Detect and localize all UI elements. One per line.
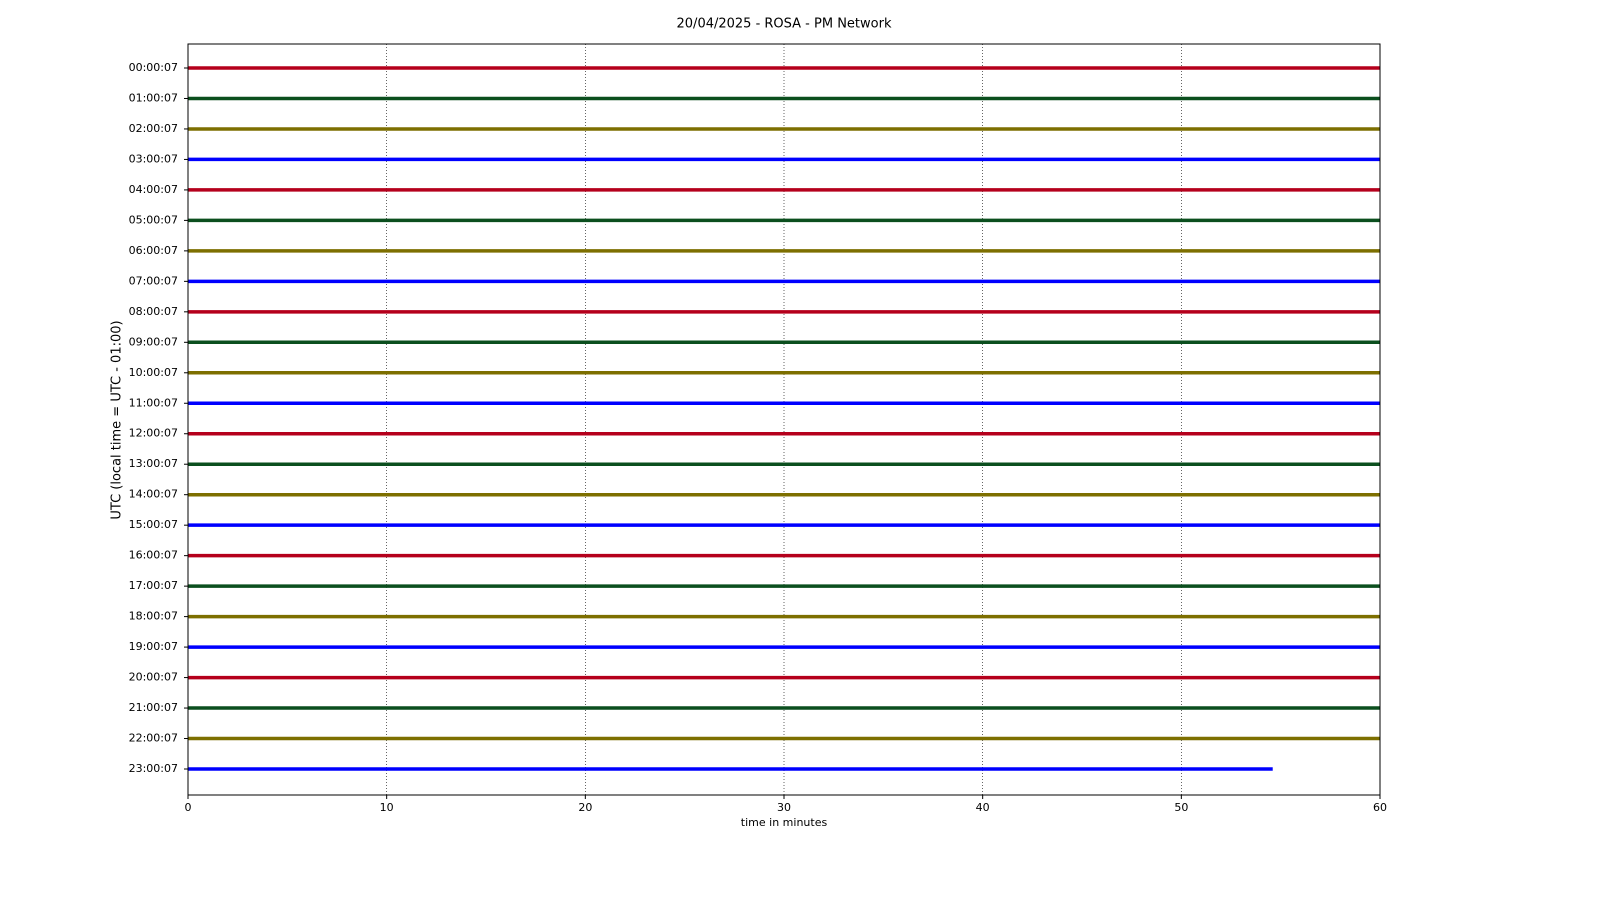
y-tick-label: 16:00:07 xyxy=(129,549,178,562)
y-tick-label: 12:00:07 xyxy=(129,427,178,440)
chart-title: 20/04/2025 - ROSA - PM Network xyxy=(677,17,892,32)
x-tick-label: 10 xyxy=(380,801,394,814)
y-tick-label: 05:00:07 xyxy=(129,213,178,226)
y-tick-label: 20:00:07 xyxy=(129,671,178,684)
x-tick-label: 40 xyxy=(976,801,990,814)
y-tick-label: 04:00:07 xyxy=(129,183,178,196)
y-tick-label: 22:00:07 xyxy=(129,732,178,745)
y-tick-label: 17:00:07 xyxy=(129,579,178,592)
y-tick-label: 15:00:07 xyxy=(129,518,178,531)
y-tick-label: 06:00:07 xyxy=(129,244,178,257)
y-tick-label: 18:00:07 xyxy=(129,610,178,623)
x-axis-label: time in minutes xyxy=(741,816,828,829)
x-tick-label: 0 xyxy=(185,801,192,814)
x-tick-label: 30 xyxy=(777,801,791,814)
y-tick-label: 14:00:07 xyxy=(129,488,178,501)
plot-frame xyxy=(187,43,1381,796)
y-tick-label: 03:00:07 xyxy=(129,152,178,165)
y-tick-label: 10:00:07 xyxy=(129,366,178,379)
y-tick-label: 21:00:07 xyxy=(129,701,178,714)
y-tick-label: 01:00:07 xyxy=(129,91,178,104)
y-tick-label: 07:00:07 xyxy=(129,274,178,287)
y-tick-label: 13:00:07 xyxy=(129,457,178,470)
y-tick-label: 00:00:07 xyxy=(129,61,178,74)
y-tick-label: 08:00:07 xyxy=(129,305,178,318)
y-tick-label: 23:00:07 xyxy=(129,762,178,775)
y-tick-label: 09:00:07 xyxy=(129,335,178,348)
x-tick-label: 60 xyxy=(1373,801,1387,814)
y-tick-label: 02:00:07 xyxy=(129,122,178,135)
y-tick-label: 19:00:07 xyxy=(129,640,178,653)
x-tick-label: 20 xyxy=(578,801,592,814)
x-tick-label: 50 xyxy=(1174,801,1188,814)
y-tick-label: 11:00:07 xyxy=(129,396,178,409)
y-axis-label: UTC (local time = UTC - 01:00) xyxy=(110,320,125,519)
